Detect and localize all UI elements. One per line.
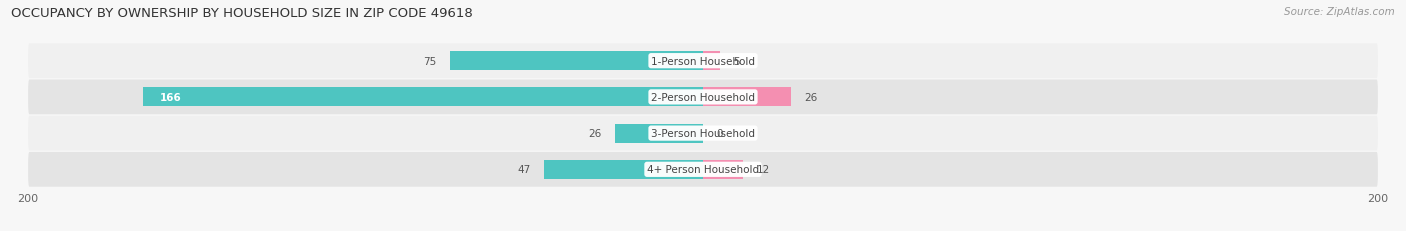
Text: 3-Person Household: 3-Person Household bbox=[651, 128, 755, 139]
FancyBboxPatch shape bbox=[28, 152, 1378, 187]
Text: 26: 26 bbox=[589, 128, 602, 139]
Text: 2-Person Household: 2-Person Household bbox=[651, 92, 755, 103]
FancyBboxPatch shape bbox=[28, 44, 1378, 79]
Text: 0: 0 bbox=[717, 128, 723, 139]
Text: OCCUPANCY BY OWNERSHIP BY HOUSEHOLD SIZE IN ZIP CODE 49618: OCCUPANCY BY OWNERSHIP BY HOUSEHOLD SIZE… bbox=[11, 7, 472, 20]
FancyBboxPatch shape bbox=[28, 116, 1378, 151]
Text: 5: 5 bbox=[734, 56, 740, 66]
Text: 166: 166 bbox=[160, 92, 181, 103]
Bar bbox=[544, 160, 703, 179]
Bar bbox=[703, 160, 744, 179]
Text: 12: 12 bbox=[756, 165, 770, 175]
Bar bbox=[616, 124, 703, 143]
Bar bbox=[703, 52, 720, 71]
Text: 4+ Person Household: 4+ Person Household bbox=[647, 165, 759, 175]
Bar bbox=[450, 52, 703, 71]
FancyBboxPatch shape bbox=[28, 80, 1378, 115]
Text: 1-Person Household: 1-Person Household bbox=[651, 56, 755, 66]
Bar bbox=[703, 88, 790, 107]
Text: 75: 75 bbox=[423, 56, 436, 66]
Text: 26: 26 bbox=[804, 92, 817, 103]
Bar bbox=[143, 88, 703, 107]
Text: Source: ZipAtlas.com: Source: ZipAtlas.com bbox=[1284, 7, 1395, 17]
Text: 47: 47 bbox=[517, 165, 531, 175]
